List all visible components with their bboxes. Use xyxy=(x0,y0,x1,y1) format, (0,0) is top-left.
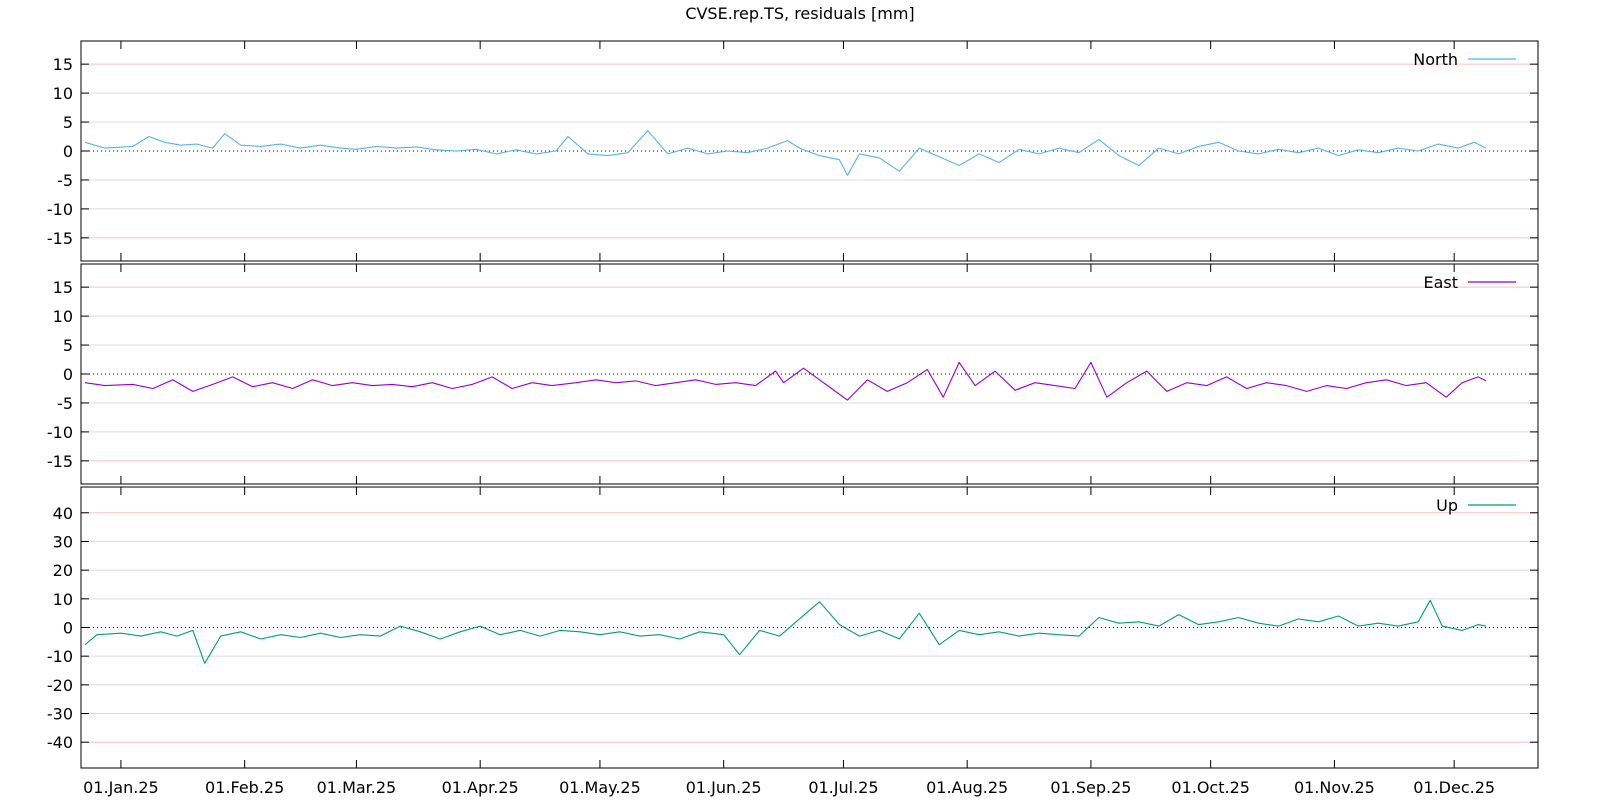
x-tick-label: 01.Nov.25 xyxy=(1294,778,1375,797)
legend-label: North xyxy=(1413,50,1458,69)
legend-north: North xyxy=(1413,50,1516,69)
y-tick-label: -30 xyxy=(47,705,73,724)
legend-label: Up xyxy=(1436,496,1458,515)
y-tick-label: 5 xyxy=(63,336,73,355)
x-tick-label: 01.Dec.25 xyxy=(1413,778,1495,797)
y-tick-label: 10 xyxy=(53,590,73,609)
x-tick-label: 01.Sep.25 xyxy=(1050,778,1131,797)
y-tick-label: -40 xyxy=(47,733,73,752)
series-line-east xyxy=(84,361,1487,401)
y-tick-label: 0 xyxy=(63,619,73,638)
y-tick-label: 15 xyxy=(53,278,73,297)
y-tick-label: -10 xyxy=(47,200,73,219)
y-tick-label: -15 xyxy=(47,452,73,471)
y-tick-label: 10 xyxy=(53,307,73,326)
y-tick-label: -5 xyxy=(57,171,73,190)
y-tick-label: 0 xyxy=(63,142,73,161)
y-tick-label: 15 xyxy=(53,55,73,74)
x-tick-label: 01.Jun.25 xyxy=(686,778,762,797)
legend-east: East xyxy=(1423,273,1516,292)
y-tick-label: -5 xyxy=(57,394,73,413)
x-tick-label: 01.May.25 xyxy=(559,778,641,797)
y-tick-label: -10 xyxy=(47,423,73,442)
y-tick-label: 40 xyxy=(53,504,73,523)
x-tick-label: 01.Feb.25 xyxy=(205,778,284,797)
chart-title: CVSE.rep.TS, residuals [mm] xyxy=(685,4,914,23)
legend-label: East xyxy=(1423,273,1458,292)
x-tick-label: 01.Jan.25 xyxy=(83,778,159,797)
y-tick-label: 5 xyxy=(63,113,73,132)
x-axis-tick-labels: 01.Jan.25 01.Feb.25 01.Mar.25 01.Apr.25 01.M… xyxy=(83,778,1495,797)
y-tick-label: -20 xyxy=(47,676,73,695)
panel-north: -15 -10 -5 0 5 10 15 North xyxy=(47,40,1539,262)
y-tick-label: 10 xyxy=(53,84,73,103)
panel-up: -40 -30 -20 -10 0 10 20 30 40 Up xyxy=(47,486,1539,769)
series-line-north xyxy=(84,130,1487,176)
y-tick-label: 30 xyxy=(53,532,73,551)
x-tick-label: 01.Jul.25 xyxy=(808,778,878,797)
x-tick-label: 01.Mar.25 xyxy=(317,778,397,797)
x-tick-label: 01.Oct.25 xyxy=(1171,778,1250,797)
y-tick-label: -15 xyxy=(47,229,73,248)
panel-east: -15 -10 -5 0 5 10 15 East xyxy=(47,263,1539,485)
x-tick-label: 01.Aug.25 xyxy=(926,778,1008,797)
series-line-up xyxy=(84,599,1487,664)
chart-panels: -15 -10 -5 0 5 10 15 North -15 -10 -5 0 5 10 15 East -40… xyxy=(47,40,1539,769)
legend-up: Up xyxy=(1436,496,1516,515)
y-tick-label: -10 xyxy=(47,647,73,666)
y-tick-label: 20 xyxy=(53,561,73,580)
x-tick-label: 01.Apr.25 xyxy=(442,778,519,797)
y-tick-label: 0 xyxy=(63,365,73,384)
